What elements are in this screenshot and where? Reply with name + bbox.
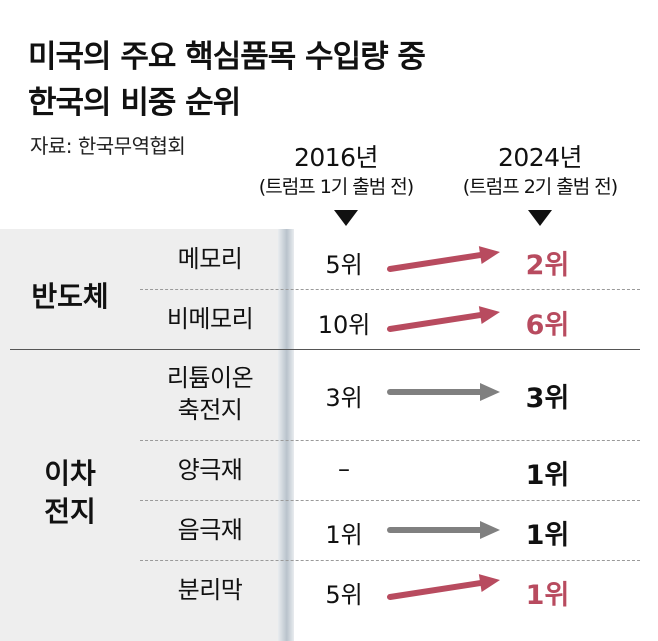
group-divider xyxy=(10,349,640,350)
rank-2024: 3위 xyxy=(525,383,570,414)
column-header-2016: 2016년 (트럼프 1기 출범 전) xyxy=(236,143,436,201)
rank-2024: 6위 xyxy=(525,310,570,341)
column-year-2024: 2024년 xyxy=(497,143,583,172)
title-line-2: 한국의 비중 순위 xyxy=(28,85,241,121)
rank-2024: 1위 xyxy=(525,580,570,611)
group-label-battery-line2: 전지 xyxy=(44,495,96,528)
source-label: 자료: 한국무역협회 xyxy=(30,134,186,158)
down-triangle-icon xyxy=(334,210,358,226)
item-label: 비메모리 xyxy=(166,305,254,333)
item-label-line1: 리튬이온 xyxy=(166,364,254,392)
group-label-semiconductor: 반도체 xyxy=(31,280,109,313)
trend-arrow-shaft xyxy=(387,252,484,272)
rank-2016: – xyxy=(338,455,350,483)
rank-2016: 3위 xyxy=(325,384,363,412)
chart-title: 미국의 주요 핵심품목 수입량 중 한국의 비중 순위 xyxy=(28,34,426,126)
title-line-1: 미국의 주요 핵심품목 수입량 중 xyxy=(28,39,426,75)
column-separator-bar xyxy=(278,229,294,641)
row-divider xyxy=(140,440,640,441)
trend-arrow-shaft xyxy=(387,580,484,600)
item-label: 분리막 xyxy=(177,576,243,604)
table-background xyxy=(0,229,287,641)
rank-2016: 5위 xyxy=(325,581,363,609)
trend-arrow-head-icon xyxy=(478,246,500,264)
trend-arrow-shaft xyxy=(387,312,484,332)
rank-2016: 10위 xyxy=(317,311,371,339)
down-triangle-icon xyxy=(528,210,552,226)
group-label-battery: 이차 전지 xyxy=(0,455,140,531)
trend-arrow-head-icon xyxy=(480,521,500,539)
group-label-battery-line1: 이차 xyxy=(44,457,96,490)
item-label: 양극재 xyxy=(177,456,243,484)
trend-arrow-head-icon xyxy=(478,574,500,592)
column-note-2024: (트럼프 2기 출범 전) xyxy=(462,176,618,198)
rank-2016: 5위 xyxy=(325,251,363,279)
rank-2024: 2위 xyxy=(525,250,570,281)
column-header-2024: 2024년 (트럼프 2기 출범 전) xyxy=(440,143,640,201)
item-label: 메모리 xyxy=(177,245,243,273)
rank-2024: 1위 xyxy=(525,460,570,491)
item-label: 음극재 xyxy=(177,516,243,544)
item-label: 리튬이온 축전지 xyxy=(140,362,280,426)
row-divider xyxy=(140,289,640,290)
column-year-2016: 2016년 xyxy=(293,143,379,172)
rank-2016: 1위 xyxy=(325,521,363,549)
row-divider xyxy=(140,560,640,561)
row-divider xyxy=(140,500,640,501)
item-label-line2: 축전지 xyxy=(177,396,243,424)
column-note-2016: (트럼프 1기 출범 전) xyxy=(258,176,414,198)
rank-2024: 1위 xyxy=(525,520,570,551)
trend-arrow-head-icon xyxy=(480,383,500,401)
trend-arrow-head-icon xyxy=(478,306,500,324)
